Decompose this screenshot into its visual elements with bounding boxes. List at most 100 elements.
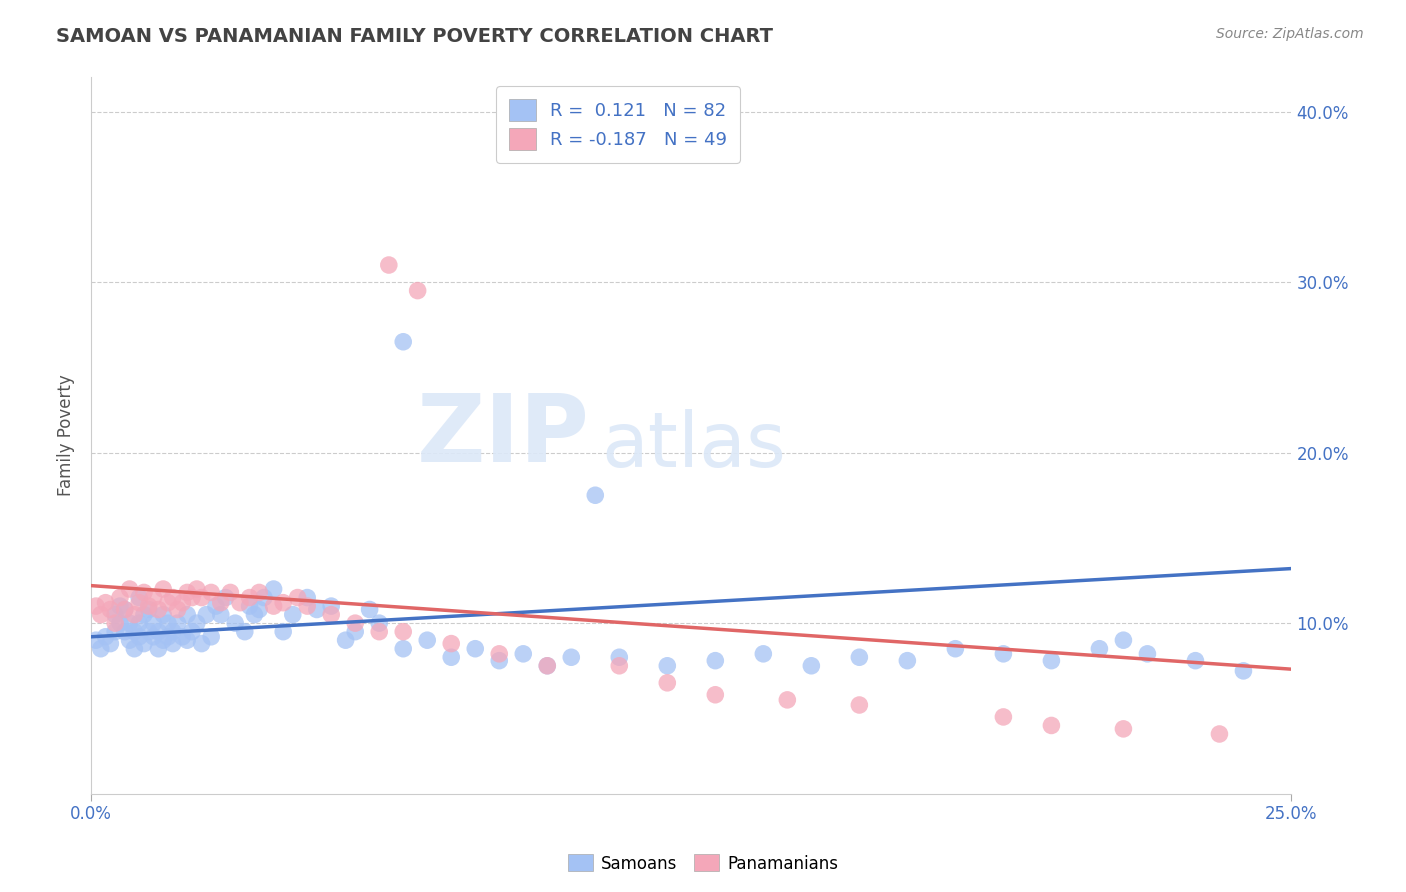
- Point: [335, 633, 357, 648]
- Point: [416, 633, 439, 648]
- Point: [321, 599, 343, 613]
- Point: [848, 650, 870, 665]
- Point: [287, 591, 309, 605]
- Point: [368, 624, 391, 639]
- Point: [90, 607, 112, 622]
- Point: [176, 633, 198, 648]
- Point: [142, 591, 165, 605]
- Point: [214, 591, 236, 605]
- Point: [263, 599, 285, 613]
- Point: [776, 693, 799, 707]
- Point: [271, 596, 294, 610]
- Point: [512, 647, 534, 661]
- Point: [321, 607, 343, 622]
- Point: [181, 624, 204, 639]
- Point: [108, 616, 131, 631]
- Point: [128, 630, 150, 644]
- Point: [124, 641, 146, 656]
- Point: [98, 637, 121, 651]
- Point: [440, 637, 463, 651]
- Point: [114, 602, 136, 616]
- Point: [114, 602, 136, 616]
- Point: [205, 599, 228, 613]
- Point: [104, 624, 127, 639]
- Point: [166, 602, 188, 616]
- Point: [247, 602, 270, 616]
- Point: [94, 596, 117, 610]
- Point: [148, 602, 170, 616]
- Point: [148, 641, 170, 656]
- Point: [200, 630, 222, 644]
- Point: [239, 599, 262, 613]
- Point: [607, 658, 630, 673]
- Point: [162, 624, 184, 639]
- Point: [440, 650, 463, 665]
- Point: [138, 599, 160, 613]
- Point: [560, 650, 582, 665]
- Point: [281, 607, 304, 622]
- Point: [536, 658, 558, 673]
- Point: [583, 488, 606, 502]
- Point: [488, 647, 510, 661]
- Point: [392, 334, 415, 349]
- Point: [233, 624, 256, 639]
- Point: [209, 596, 232, 610]
- Point: [305, 602, 328, 616]
- Point: [253, 591, 276, 605]
- Point: [142, 630, 165, 644]
- Legend: Samoans, Panamanians: Samoans, Panamanians: [561, 847, 845, 880]
- Point: [1112, 722, 1135, 736]
- Point: [84, 633, 107, 648]
- Legend: R =  0.121   N = 82, R = -0.187   N = 49: R = 0.121 N = 82, R = -0.187 N = 49: [496, 87, 740, 163]
- Point: [295, 591, 318, 605]
- Point: [128, 596, 150, 610]
- Point: [247, 585, 270, 599]
- Point: [704, 688, 727, 702]
- Point: [132, 607, 155, 622]
- Point: [156, 596, 179, 610]
- Point: [124, 624, 146, 639]
- Point: [1088, 641, 1111, 656]
- Point: [84, 599, 107, 613]
- Point: [848, 698, 870, 712]
- Point: [98, 602, 121, 616]
- Point: [657, 658, 679, 673]
- Point: [271, 624, 294, 639]
- Point: [190, 637, 212, 651]
- Point: [1232, 664, 1254, 678]
- Point: [359, 602, 381, 616]
- Point: [1184, 654, 1206, 668]
- Point: [156, 630, 179, 644]
- Point: [1040, 654, 1063, 668]
- Point: [406, 284, 429, 298]
- Point: [752, 647, 775, 661]
- Point: [200, 585, 222, 599]
- Point: [392, 624, 415, 639]
- Point: [128, 591, 150, 605]
- Point: [993, 710, 1015, 724]
- Point: [94, 630, 117, 644]
- Point: [152, 582, 174, 596]
- Point: [104, 616, 127, 631]
- Point: [156, 616, 179, 631]
- Point: [176, 607, 198, 622]
- Point: [1136, 647, 1159, 661]
- Point: [118, 616, 141, 631]
- Text: ZIP: ZIP: [416, 390, 589, 482]
- Point: [172, 596, 194, 610]
- Point: [368, 616, 391, 631]
- Point: [90, 641, 112, 656]
- Point: [138, 602, 160, 616]
- Point: [800, 658, 823, 673]
- Y-axis label: Family Poverty: Family Poverty: [58, 375, 75, 497]
- Point: [148, 624, 170, 639]
- Point: [209, 607, 232, 622]
- Point: [239, 591, 262, 605]
- Point: [1208, 727, 1230, 741]
- Point: [344, 616, 367, 631]
- Point: [114, 624, 136, 639]
- Point: [1040, 718, 1063, 732]
- Point: [1112, 633, 1135, 648]
- Point: [108, 591, 131, 605]
- Text: Source: ZipAtlas.com: Source: ZipAtlas.com: [1216, 27, 1364, 41]
